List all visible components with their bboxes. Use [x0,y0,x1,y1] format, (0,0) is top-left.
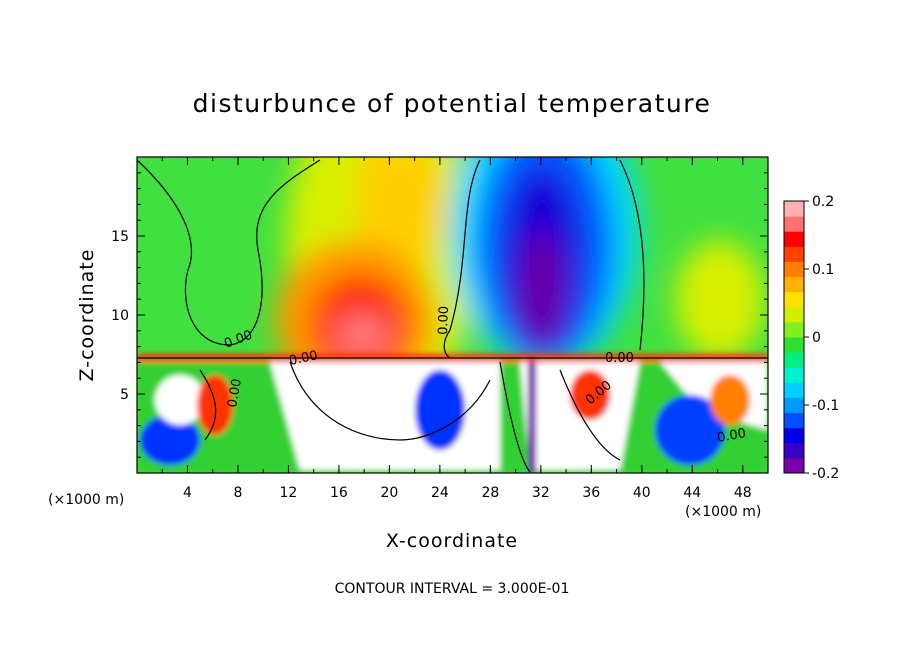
contour-label: 0.00 [436,306,452,335]
x-axis-title: X-coordinate [386,530,518,552]
y-axis-title: Z-coordinate [76,249,98,382]
colorbar-segment [784,352,804,368]
colorbar-segment [784,231,804,247]
lower-field-blue-swirl [415,370,465,450]
colorbar-segment [784,367,804,383]
colorbar-tick-label: -0.1 [812,398,839,414]
contour-zero-left [137,159,321,346]
colorbar-tick-label: -0.2 [812,466,839,482]
contour-lower-swirl [559,369,621,461]
contour-lines [137,159,768,473]
colorbar-segment [784,291,804,308]
contour-label: 0.00 [605,351,634,366]
x-tick-label: 36 [582,485,600,501]
colorbar-segment [784,276,804,293]
colorbar-tick-label: 0.1 [812,262,834,278]
lower-field-blue-swirl [655,395,725,465]
lower-field-purple-column [528,362,536,473]
colorbar-tick-label: 0.2 [812,194,834,210]
upper-field-right-yellow-zone [675,240,765,360]
y-tick-label: 15 [111,229,129,245]
y-tick-label: 10 [111,308,129,324]
x-tick-label: 32 [532,485,550,501]
x-tick-label: 8 [233,485,242,501]
colorbar-segment [784,246,804,262]
x-tick-label: 16 [330,485,348,501]
upper-field-pink-zone [334,313,390,357]
colorbar-segment [784,216,804,232]
x-tick-label: 4 [183,485,192,501]
colorbar-segment [784,412,804,429]
y-tick-label: 5 [120,387,129,403]
colorbar-segment [784,442,804,459]
colorbar-segment [784,382,804,398]
lower-field-white-region [270,362,500,470]
plot-area: 0.00 0.00 0.00 0.00 0.00 0.00 0.00 [137,157,768,473]
x-axis: 4 8 12 16 20 24 28 32 36 40 44 48 [136,157,769,501]
x-tick-label: 44 [683,485,701,501]
x-tick-label: 24 [431,485,449,501]
contour-lower-swirl [499,361,531,473]
colorbar-segment [784,306,804,323]
x-tick-label: 40 [633,485,651,501]
colorbar: -0.2 -0.1 0 0.1 0.2 [783,194,839,482]
colorbar-segment [784,321,804,338]
colorbar-segment [784,261,804,278]
contour-label: 0.00 [716,426,747,446]
colorbar-tick-label: 0 [812,330,821,346]
lower-field-blue-swirl [140,415,200,465]
x-tick-label: 20 [380,485,398,501]
lower-field-orange-patch [710,375,750,425]
colorbar-segment [784,337,804,353]
x-tick-label: 48 [734,485,752,501]
chart-title: disturbunce of potential temperature [193,89,712,118]
x-tick-label: 28 [481,485,499,501]
colorbar-segment [784,397,804,414]
lower-turbulent-field [137,354,768,473]
upper-field-yellow-core [355,157,445,270]
x-unit-label-left: (×1000 m) [48,492,124,508]
colorbar-segment [784,427,804,444]
contour-zero-right [619,159,645,351]
contour-label: 0.00 [288,348,319,369]
contour-labels: 0.00 0.00 0.00 0.00 0.00 0.00 0.00 [222,306,747,446]
colorbar-segment [784,201,804,217]
colorbar-segment [784,457,804,474]
x-tick-label: 12 [280,485,298,501]
contour-label: 0.00 [225,378,245,409]
upper-field-purple-zone [520,230,564,350]
lower-field-red-patch [570,370,610,420]
contour-lower-swirl [199,369,217,441]
contour-zero-center [443,159,481,359]
lower-field-white-patch [155,375,205,425]
contour-interval-footer: CONTOUR INTERVAL = 3.000E-01 [335,581,570,597]
x-unit-label-right: (×1000 m) [685,504,761,520]
y-axis: 5 10 15 [111,156,768,474]
contour-lower-swirl [289,361,491,441]
